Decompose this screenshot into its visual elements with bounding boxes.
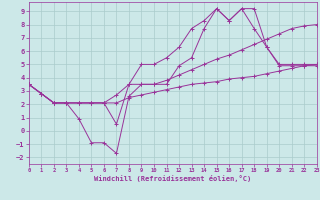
X-axis label: Windchill (Refroidissement éolien,°C): Windchill (Refroidissement éolien,°C): [94, 175, 252, 182]
